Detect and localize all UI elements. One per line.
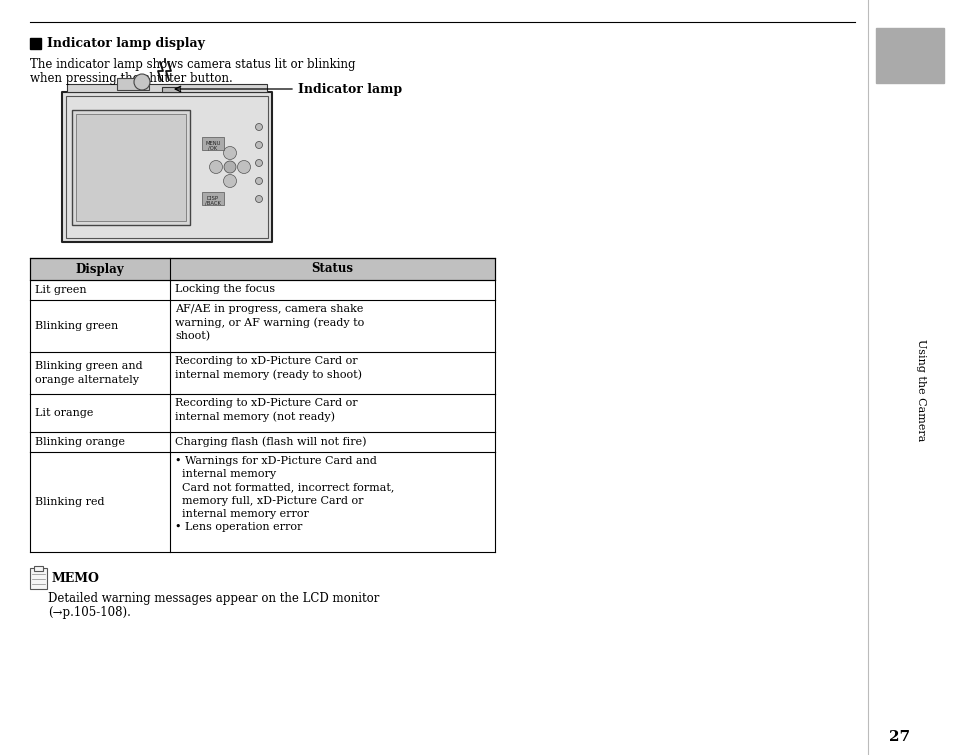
Bar — [162, 87, 180, 92]
Text: when pressing the shutter button.: when pressing the shutter button. — [30, 72, 233, 85]
Circle shape — [255, 196, 262, 202]
Text: /BACK: /BACK — [205, 201, 221, 205]
Bar — [30, 568, 47, 589]
Text: • Warnings for xD-Picture Card and
  internal memory
  Card not formatted, incor: • Warnings for xD-Picture Card and inter… — [174, 456, 394, 532]
Circle shape — [237, 161, 251, 174]
Bar — [30, 258, 495, 280]
Bar — [62, 92, 272, 242]
Bar — [76, 114, 186, 221]
Text: Indicator lamp display: Indicator lamp display — [47, 37, 205, 50]
Text: Blinking orange: Blinking orange — [35, 437, 125, 447]
Bar — [30, 280, 495, 300]
Circle shape — [133, 74, 150, 90]
Text: Recording to xD-Picture Card or
internal memory (not ready): Recording to xD-Picture Card or internal… — [174, 398, 357, 422]
Circle shape — [223, 146, 236, 159]
Bar — [202, 137, 224, 150]
Text: Charging flash (flash will not fire): Charging flash (flash will not fire) — [174, 436, 366, 446]
Text: MENU: MENU — [205, 141, 220, 146]
Text: Lit green: Lit green — [35, 285, 87, 295]
Bar — [34, 566, 43, 571]
Bar — [30, 394, 495, 432]
Text: The indicator lamp shows camera status lit or blinking: The indicator lamp shows camera status l… — [30, 58, 355, 71]
Circle shape — [255, 159, 262, 167]
Bar — [875, 28, 943, 83]
Text: Recording to xD-Picture Card or
internal memory (ready to shoot): Recording to xD-Picture Card or internal… — [174, 356, 361, 380]
Text: Display: Display — [75, 263, 124, 276]
Circle shape — [224, 161, 235, 173]
Circle shape — [255, 177, 262, 184]
Text: AF/AE in progress, camera shake
warning, or AF warning (ready to
shoot): AF/AE in progress, camera shake warning,… — [174, 304, 364, 341]
Bar — [30, 432, 495, 452]
Text: (→p.105-108).: (→p.105-108). — [48, 606, 131, 619]
Bar — [30, 452, 495, 552]
Circle shape — [255, 141, 262, 149]
Bar — [30, 300, 495, 352]
Text: Lit orange: Lit orange — [35, 408, 93, 418]
Bar — [202, 192, 224, 205]
Text: Blinking red: Blinking red — [35, 497, 105, 507]
Bar — [71, 110, 190, 225]
Text: /OK: /OK — [208, 146, 217, 150]
Text: Detailed warning messages appear on the LCD monitor: Detailed warning messages appear on the … — [48, 592, 379, 605]
Text: Blinking green: Blinking green — [35, 321, 118, 331]
Circle shape — [255, 124, 262, 131]
Circle shape — [210, 161, 222, 174]
Bar — [30, 352, 495, 394]
Text: DISP: DISP — [207, 196, 219, 201]
Text: Using the Camera: Using the Camera — [915, 339, 925, 441]
Bar — [117, 78, 149, 90]
Text: Indicator lamp: Indicator lamp — [297, 82, 402, 95]
Circle shape — [223, 174, 236, 187]
Bar — [67, 84, 267, 92]
Text: MEMO: MEMO — [52, 572, 100, 584]
Text: Blinking green and
orange alternately: Blinking green and orange alternately — [35, 362, 143, 384]
Text: Locking the focus: Locking the focus — [174, 284, 274, 294]
Bar — [30, 38, 41, 49]
Text: Status: Status — [312, 263, 354, 276]
Text: 27: 27 — [888, 730, 909, 744]
Bar — [66, 96, 268, 238]
